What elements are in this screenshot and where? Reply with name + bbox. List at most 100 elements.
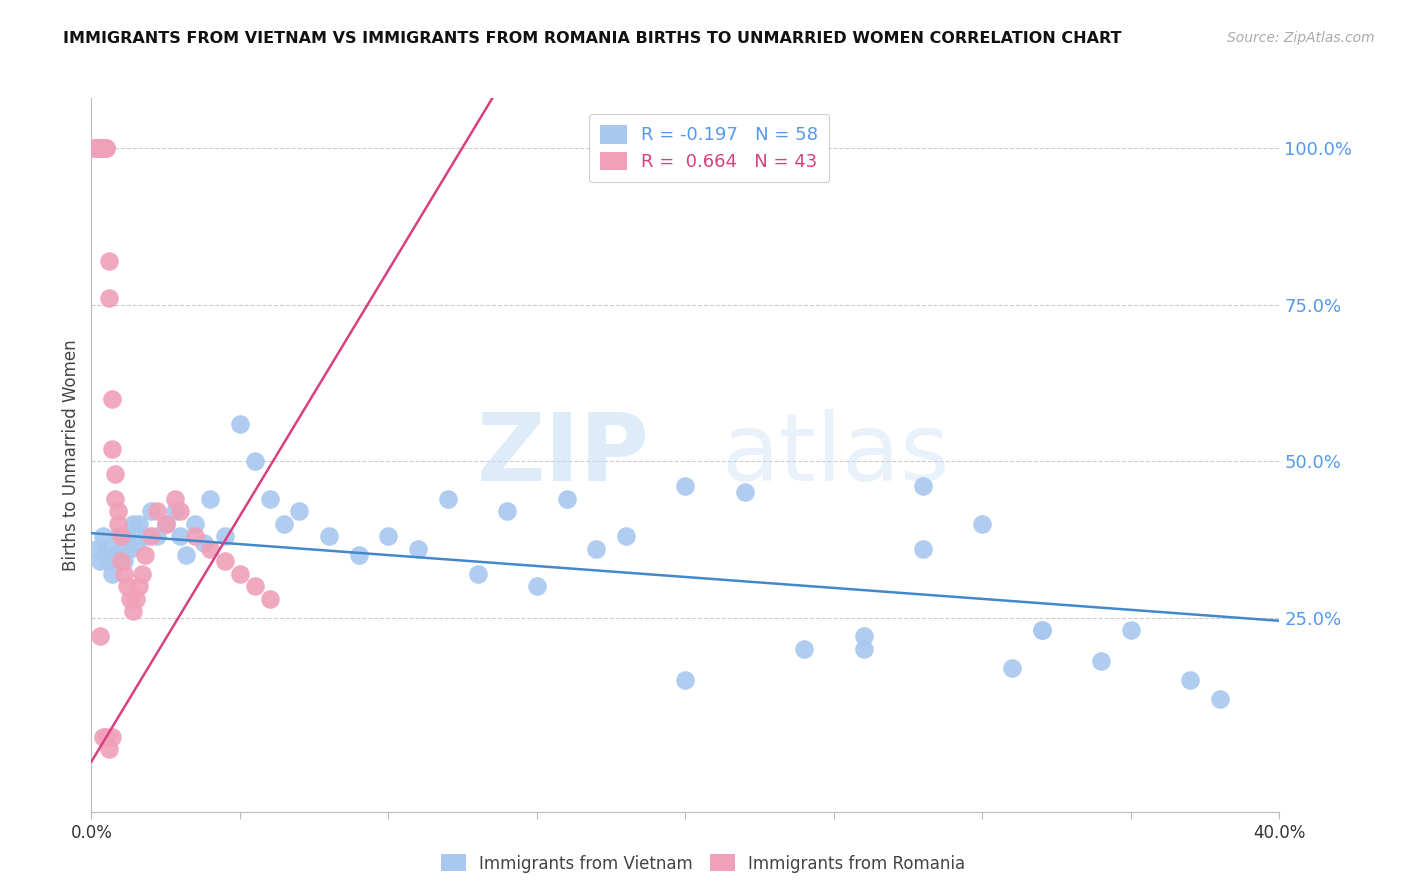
- Point: [83, 141, 105, 155]
- Point: [122, 516, 145, 531]
- Point: [86, 141, 108, 155]
- Point: [131, 566, 153, 581]
- Point: [112, 554, 135, 568]
- Point: [96, 541, 118, 556]
- Legend: Immigrants from Vietnam, Immigrants from Romania: Immigrants from Vietnam, Immigrants from…: [434, 847, 972, 880]
- Point: [347, 548, 370, 562]
- Point: [318, 529, 340, 543]
- Point: [259, 591, 281, 606]
- Point: [200, 541, 222, 556]
- Point: [734, 485, 756, 500]
- Point: [243, 454, 266, 468]
- Point: [89, 141, 111, 155]
- Point: [112, 566, 135, 581]
- Point: [91, 141, 114, 155]
- Point: [1031, 623, 1053, 637]
- Point: [98, 253, 121, 268]
- Point: [1001, 661, 1024, 675]
- Point: [406, 541, 429, 556]
- Point: [673, 673, 696, 688]
- Point: [139, 504, 162, 518]
- Point: [128, 579, 150, 593]
- Point: [89, 554, 111, 568]
- Point: [229, 566, 252, 581]
- Point: [98, 742, 121, 756]
- Point: [134, 529, 156, 543]
- Point: [91, 730, 114, 744]
- Point: [614, 529, 637, 543]
- Text: Source: ZipAtlas.com: Source: ZipAtlas.com: [1227, 31, 1375, 45]
- Point: [184, 529, 207, 543]
- Point: [96, 730, 118, 744]
- Point: [91, 529, 114, 543]
- Y-axis label: Births to Unmarried Women: Births to Unmarried Women: [62, 339, 80, 571]
- Point: [163, 504, 186, 518]
- Point: [163, 491, 186, 506]
- Point: [86, 141, 108, 155]
- Point: [91, 141, 114, 155]
- Point: [176, 548, 198, 562]
- Point: [110, 554, 132, 568]
- Point: [1180, 673, 1202, 688]
- Point: [1031, 623, 1053, 637]
- Point: [852, 642, 875, 657]
- Point: [911, 479, 934, 493]
- Point: [229, 417, 252, 431]
- Point: [972, 516, 994, 531]
- Point: [122, 604, 145, 618]
- Point: [214, 554, 236, 568]
- Point: [288, 504, 311, 518]
- Point: [101, 730, 124, 744]
- Point: [436, 491, 458, 506]
- Point: [104, 467, 127, 481]
- Point: [134, 548, 156, 562]
- Point: [145, 529, 167, 543]
- Point: [155, 516, 177, 531]
- Point: [107, 529, 129, 543]
- Point: [89, 141, 111, 155]
- Point: [101, 442, 124, 456]
- Point: [467, 566, 489, 581]
- Point: [155, 516, 177, 531]
- Point: [118, 591, 141, 606]
- Text: ZIP: ZIP: [477, 409, 650, 501]
- Point: [243, 579, 266, 593]
- Point: [259, 491, 281, 506]
- Point: [107, 504, 129, 518]
- Point: [911, 541, 934, 556]
- Text: IMMIGRANTS FROM VIETNAM VS IMMIGRANTS FROM ROMANIA BIRTHS TO UNMARRIED WOMEN COR: IMMIGRANTS FROM VIETNAM VS IMMIGRANTS FR…: [63, 31, 1122, 46]
- Legend: R = -0.197   N = 58, R =  0.664   N = 43: R = -0.197 N = 58, R = 0.664 N = 43: [589, 114, 830, 182]
- Point: [169, 529, 191, 543]
- Point: [496, 504, 519, 518]
- Point: [214, 529, 236, 543]
- Point: [1209, 692, 1232, 706]
- Point: [793, 642, 815, 657]
- Point: [184, 516, 207, 531]
- Point: [115, 579, 138, 593]
- Text: atlas: atlas: [721, 409, 949, 501]
- Point: [139, 529, 162, 543]
- Point: [101, 392, 124, 406]
- Point: [555, 491, 578, 506]
- Point: [585, 541, 607, 556]
- Point: [125, 535, 148, 549]
- Point: [110, 541, 132, 556]
- Point: [526, 579, 548, 593]
- Point: [104, 548, 127, 562]
- Point: [125, 591, 148, 606]
- Point: [200, 491, 222, 506]
- Point: [128, 516, 150, 531]
- Point: [273, 516, 295, 531]
- Point: [377, 529, 399, 543]
- Point: [107, 516, 129, 531]
- Point: [1119, 623, 1142, 637]
- Point: [101, 566, 124, 581]
- Point: [115, 529, 138, 543]
- Point: [89, 630, 111, 644]
- Point: [193, 535, 215, 549]
- Point: [145, 504, 167, 518]
- Point: [1090, 655, 1112, 669]
- Point: [852, 630, 875, 644]
- Point: [96, 141, 118, 155]
- Point: [169, 504, 191, 518]
